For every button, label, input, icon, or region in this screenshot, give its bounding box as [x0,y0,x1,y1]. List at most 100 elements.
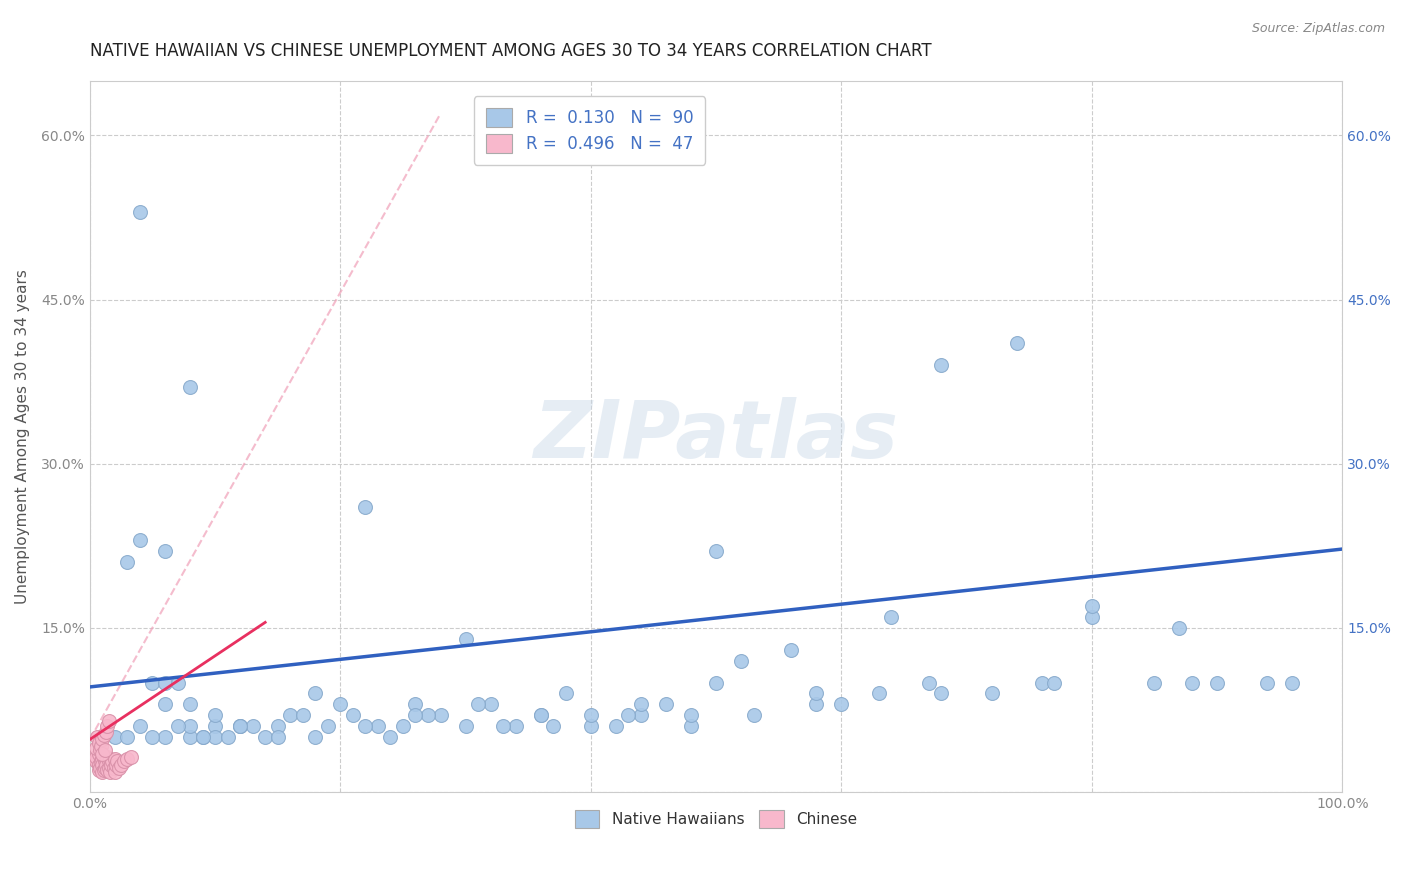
Point [153,698,176,712]
Point [96,750,118,764]
Point [87,763,110,777]
Point [97,761,120,775]
Text: NATIVE HAWAIIAN VS CHINESE UNEMPLOYMENT AMONG AGES 30 TO 34 YEARS CORRELATION CH: NATIVE HAWAIIAN VS CHINESE UNEMPLOYMENT … [90,42,931,60]
Point [1181,675,1204,690]
Point [605,719,627,733]
Point [304,686,326,700]
Point [103,761,125,775]
Point [98,752,121,766]
Point [179,380,201,394]
Point [117,731,139,745]
Point [96,719,118,733]
Point [229,719,252,733]
Point [179,698,201,712]
Point [1281,675,1303,690]
Point [91,752,114,766]
Point [868,686,890,700]
Point [267,719,290,733]
Point [541,719,564,733]
Point [100,757,122,772]
Point [405,698,427,712]
Point [1005,336,1028,351]
Text: Source: ZipAtlas.com: Source: ZipAtlas.com [1251,22,1385,36]
Point [530,708,553,723]
Point [89,761,111,775]
Point [229,719,252,733]
Point [191,731,214,745]
Point [367,719,389,733]
Point [191,731,214,745]
Point [153,675,176,690]
Point [254,731,277,745]
Point [112,755,135,769]
Point [679,708,702,723]
Point [91,757,114,772]
Point [94,757,117,772]
Point [880,610,903,624]
Legend: Native Hawaiians, Chinese: Native Hawaiians, Chinese [569,805,863,834]
Point [117,555,139,569]
Point [93,763,115,777]
Point [454,719,477,733]
Point [229,719,252,733]
Point [84,755,107,769]
Point [98,765,121,780]
Point [97,755,120,769]
Point [329,698,352,712]
Point [1256,675,1278,690]
Point [342,708,364,723]
Point [104,752,127,766]
Point [120,750,142,764]
Point [467,698,489,712]
Point [94,743,117,757]
Point [84,741,107,756]
Point [129,205,152,219]
Point [704,675,727,690]
Point [291,708,314,723]
Point [806,686,828,700]
Point [217,731,239,745]
Point [704,544,727,558]
Point [93,750,115,764]
Point [90,739,112,753]
Point [630,698,652,712]
Point [505,719,527,733]
Point [316,719,339,733]
Point [830,698,852,712]
Point [579,708,602,723]
Point [101,755,124,769]
Point [416,708,439,723]
Point [96,763,118,777]
Text: ZIPatlas: ZIPatlas [533,397,898,475]
Point [94,752,117,766]
Point [304,731,326,745]
Point [204,719,226,733]
Point [392,719,415,733]
Point [107,761,129,775]
Point [617,708,640,723]
Point [91,765,114,780]
Point [153,544,176,558]
Point [104,731,127,745]
Point [742,708,765,723]
Point [94,724,117,739]
Point [91,747,114,761]
Point [141,731,163,745]
Point [84,750,107,764]
Point [380,731,402,745]
Point [579,719,602,733]
Point [679,719,702,733]
Point [97,714,120,728]
Point [104,765,127,780]
Point [454,632,477,646]
Point [105,757,128,772]
Point [204,708,226,723]
Point [405,708,427,723]
Point [931,358,953,372]
Point [89,743,111,757]
Point [166,675,188,690]
Point [278,708,301,723]
Point [655,698,678,712]
Point [94,761,117,775]
Point [91,732,114,747]
